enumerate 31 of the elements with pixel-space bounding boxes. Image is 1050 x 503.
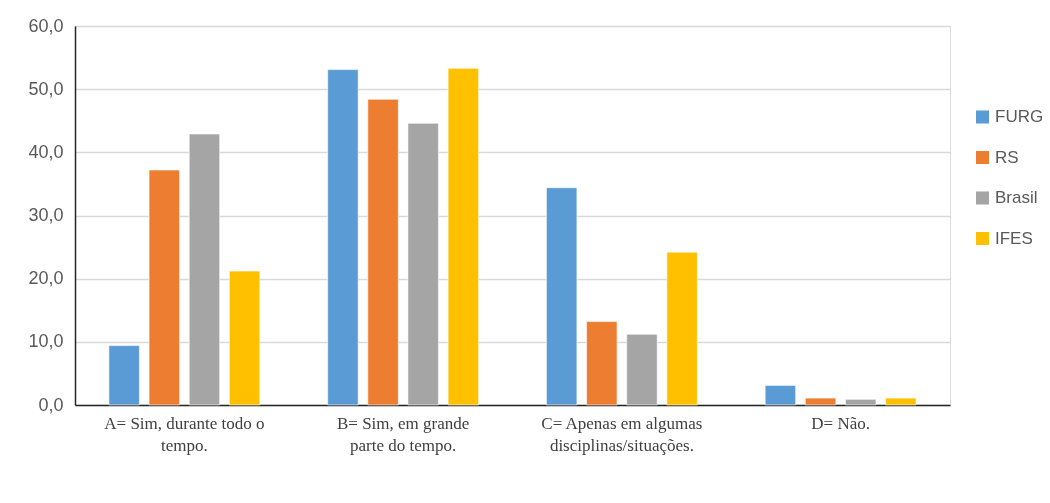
bar xyxy=(327,69,359,406)
bar xyxy=(626,333,658,406)
bar xyxy=(586,321,618,406)
y-tick-label: 30,0 xyxy=(28,205,64,225)
bar xyxy=(666,251,698,406)
legend-label: RS xyxy=(995,147,1019,167)
x-tick-label: C= Apenas em algumas disciplinas/situações. xyxy=(541,413,703,455)
bar xyxy=(545,187,578,406)
legend-label: Brasil xyxy=(995,188,1038,207)
bar xyxy=(148,169,181,406)
y-tick-label: 60,0 xyxy=(28,15,64,36)
y-tick-label: 0,0 xyxy=(38,394,64,415)
legend-label: IFES xyxy=(995,228,1033,248)
bar xyxy=(447,67,480,406)
bar xyxy=(804,397,837,406)
y-tick-label: 50,0 xyxy=(28,78,64,99)
bar xyxy=(885,397,917,406)
x-tick-label: B= Sim, em grande parte do tempo. xyxy=(336,413,470,455)
y-tick-label: 40,0 xyxy=(28,141,64,162)
x-tick-label: D= Não. xyxy=(811,413,870,433)
bar xyxy=(844,398,877,406)
bar xyxy=(108,345,140,406)
bar xyxy=(188,133,221,406)
y-tick-label: 20,0 xyxy=(28,268,64,289)
bar xyxy=(764,384,797,406)
bar xyxy=(367,98,399,406)
bar xyxy=(407,122,439,406)
bar xyxy=(228,270,261,406)
y-tick-label: 10,0 xyxy=(28,331,64,352)
legend-label: FURG xyxy=(995,107,1044,126)
x-tick-label: A= Sim, durante todo o tempo. xyxy=(104,413,265,455)
